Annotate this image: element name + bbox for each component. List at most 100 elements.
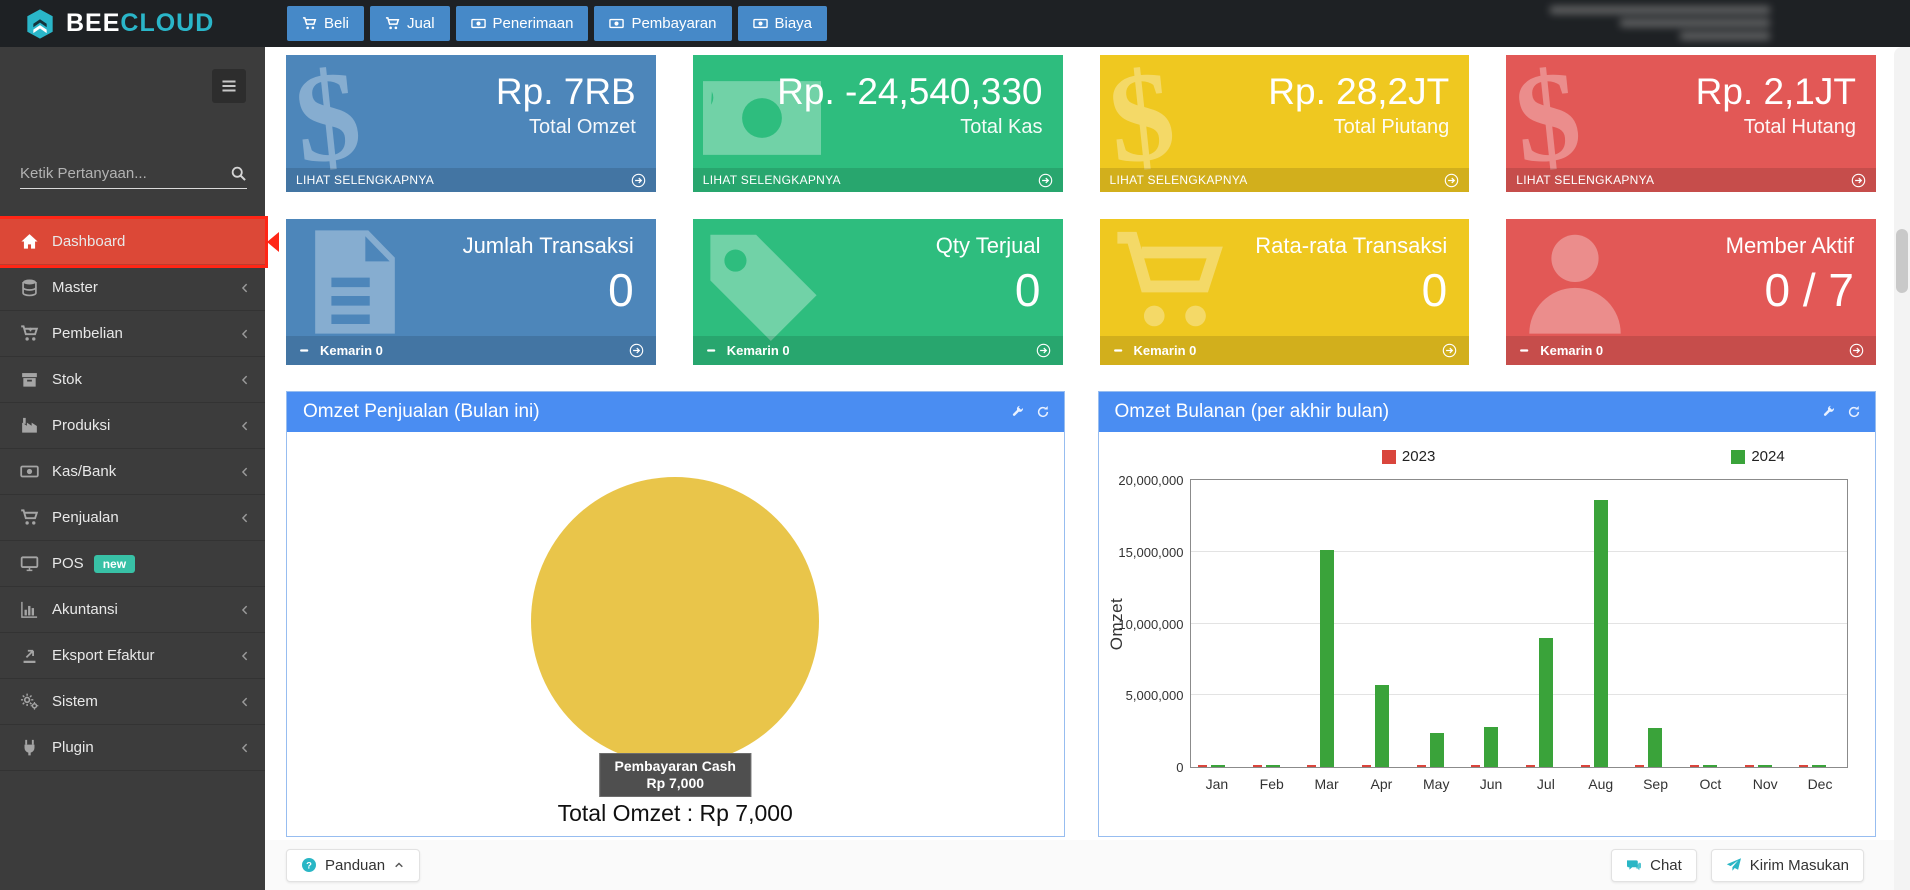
- x-tick-label: Oct: [1699, 776, 1722, 792]
- legend-label: 2024: [1751, 448, 1785, 465]
- cart-icon: [20, 508, 39, 527]
- minus-icon: [705, 344, 718, 357]
- refresh-icon[interactable]: [1036, 405, 1050, 419]
- bar-2024-apr: [1374, 685, 1389, 767]
- nav-label: Jual: [407, 15, 435, 32]
- tooltip-label: Pembayaran Cash: [614, 758, 736, 774]
- see-more-link[interactable]: LIHAT SELENGKAPNYA: [286, 168, 656, 192]
- y-tick-label: 0: [1176, 760, 1184, 775]
- nav-button-jual[interactable]: Jual: [370, 6, 450, 41]
- main-content: $ Rp. 7RB Total Omzet LIHAT SELENGKAPNYA …: [265, 47, 1894, 840]
- panel-omzet-penjualan: Omzet Penjualan (Bulan ini) Pembayaran C…: [286, 391, 1065, 837]
- sidebar-item-pembelian[interactable]: Pembelian: [0, 311, 265, 357]
- bar-2023-apr: [1361, 765, 1371, 767]
- sidebar-item-sistem[interactable]: Sistem: [0, 679, 265, 725]
- x-tick-label: Dec: [1807, 776, 1833, 792]
- metric-value: 0: [608, 264, 634, 316]
- nav-button-beli[interactable]: Beli: [287, 6, 365, 41]
- stat-card-total-hutang: $ Rp. 2,1JT Total Hutang LIHAT SELENGKAPN…: [1506, 55, 1876, 192]
- sidebar-item-plugin[interactable]: Plugin: [0, 725, 265, 771]
- scrollbar-thumb[interactable]: [1896, 229, 1908, 293]
- kirim-masukan-button[interactable]: Kirim Masukan: [1710, 848, 1864, 882]
- yesterday-link[interactable]: Kemarin 0: [1506, 336, 1876, 365]
- metric-card-jumlah-transaksi: Jumlah Transaksi 0 Kemarin 0: [286, 219, 656, 365]
- stat-label: Total Hutang: [1743, 116, 1856, 138]
- cart-icon: [385, 16, 400, 31]
- panduan-button[interactable]: ? Panduan: [286, 848, 421, 882]
- wrench-icon[interactable]: [1011, 405, 1025, 419]
- search-input[interactable]: [20, 165, 230, 182]
- gridline: [1190, 550, 1847, 552]
- sidebar-item-penjualan[interactable]: Penjualan: [0, 495, 265, 541]
- new-badge: new: [93, 554, 136, 573]
- sidebar-item-label: Akuntansi: [52, 601, 118, 618]
- footer-bar: ? Panduan Chat Kirim Masukan: [265, 840, 1894, 890]
- refresh-icon[interactable]: [1847, 405, 1861, 419]
- bar-2024-aug: [1593, 500, 1608, 767]
- yesterday-link[interactable]: Kemarin 0: [1099, 336, 1470, 365]
- cart-icon: [1110, 223, 1228, 341]
- see-more-link[interactable]: LIHAT SELENGKAPNYA: [692, 168, 1063, 192]
- sidebar-item-kas-bank[interactable]: Kas/Bank: [0, 449, 265, 495]
- sidebar-item-pos[interactable]: POS new: [0, 541, 265, 587]
- arrow-circle-right-icon: [1442, 343, 1457, 358]
- wrench-icon[interactable]: [1822, 405, 1836, 419]
- chevron-left-icon: [239, 742, 251, 754]
- x-tick-label: Apr: [1370, 776, 1393, 792]
- sidebar-item-master[interactable]: Master: [0, 265, 265, 311]
- search-icon[interactable]: [230, 165, 247, 182]
- person-icon: [1516, 223, 1634, 341]
- nav-button-penerimaan[interactable]: Penerimaan: [455, 6, 589, 41]
- banknote-icon: [702, 59, 821, 177]
- see-more-link[interactable]: LIHAT SELENGKAPNYA: [1099, 168, 1470, 192]
- see-more-label: LIHAT SELENGKAPNYA: [1516, 173, 1655, 187]
- x-tick-label: Sep: [1643, 776, 1668, 792]
- legend-label: 2023: [1401, 448, 1436, 465]
- metric-value: 0 / 7: [1764, 264, 1854, 316]
- database-icon: [20, 278, 39, 297]
- metric-label: Jumlah Transaksi: [462, 233, 634, 258]
- tag-icon: [703, 223, 821, 341]
- chat-button[interactable]: Chat: [1611, 848, 1697, 882]
- sidebar-toggle-button[interactable]: [212, 69, 246, 103]
- vertical-scrollbar[interactable]: [1894, 47, 1910, 890]
- question-circle-icon: ?: [301, 857, 317, 873]
- yesterday-link[interactable]: Kemarin 0: [692, 336, 1063, 365]
- sidebar-item-label: Produksi: [52, 417, 111, 434]
- sidebar-item-label: Dashboard: [52, 233, 126, 250]
- sidebar-item-label: Eksport Efaktur: [52, 647, 155, 664]
- sidebar-search: [20, 165, 247, 189]
- active-highlight-marker: [267, 231, 279, 252]
- sidebar-item-dashboard[interactable]: Dashboard: [0, 216, 279, 268]
- nav-label: Pembayaran: [631, 15, 717, 32]
- cart-icon: [302, 16, 317, 31]
- paper-plane-icon: [1726, 857, 1742, 873]
- sidebar-item-akuntansi[interactable]: Akuntansi: [0, 587, 265, 633]
- arrow-circle-right-icon: [629, 343, 644, 358]
- sidebar-item-stok[interactable]: Stok: [0, 357, 265, 403]
- sidebar-item-eksport-efaktur[interactable]: Eksport Efaktur: [0, 633, 265, 679]
- brand-logo[interactable]: BEECLOUD: [0, 0, 265, 47]
- stat-cards-row: $ Rp. 7RB Total Omzet LIHAT SELENGKAPNYA …: [286, 55, 1876, 192]
- yesterday-link[interactable]: Kemarin 0: [286, 336, 656, 365]
- bar-2023-jan: [1197, 765, 1207, 767]
- brand-text: BEECLOUD: [66, 9, 215, 37]
- nav-button-pembayaran[interactable]: Pembayaran: [594, 6, 732, 41]
- chevron-left-icon: [239, 328, 251, 340]
- bar-2024-may: [1429, 732, 1444, 767]
- see-more-link[interactable]: LIHAT SELENGKAPNYA: [1506, 168, 1876, 192]
- sidebar-menu: Dashboard Master Pembelian Stok Produksi…: [0, 216, 279, 771]
- stat-card-total-omzet: $ Rp. 7RB Total Omzet LIHAT SELENGKAPNYA: [286, 55, 656, 192]
- user-info-redacted[interactable]: [1530, 6, 1770, 41]
- panduan-label: Panduan: [325, 856, 386, 874]
- bar-2023-jul: [1525, 765, 1535, 767]
- sidebar-item-produksi[interactable]: Produksi: [0, 403, 265, 449]
- bar-2023-nov: [1744, 765, 1754, 767]
- redacted-text: [1550, 6, 1770, 14]
- home-icon: [20, 232, 39, 251]
- bar-2024-jan: [1210, 765, 1225, 767]
- redacted-text: [1620, 19, 1770, 27]
- nav-button-biaya[interactable]: Biaya: [737, 6, 828, 41]
- sidebar-item-label: Penjualan: [52, 509, 119, 526]
- legend-2024: 2024: [1731, 448, 1785, 465]
